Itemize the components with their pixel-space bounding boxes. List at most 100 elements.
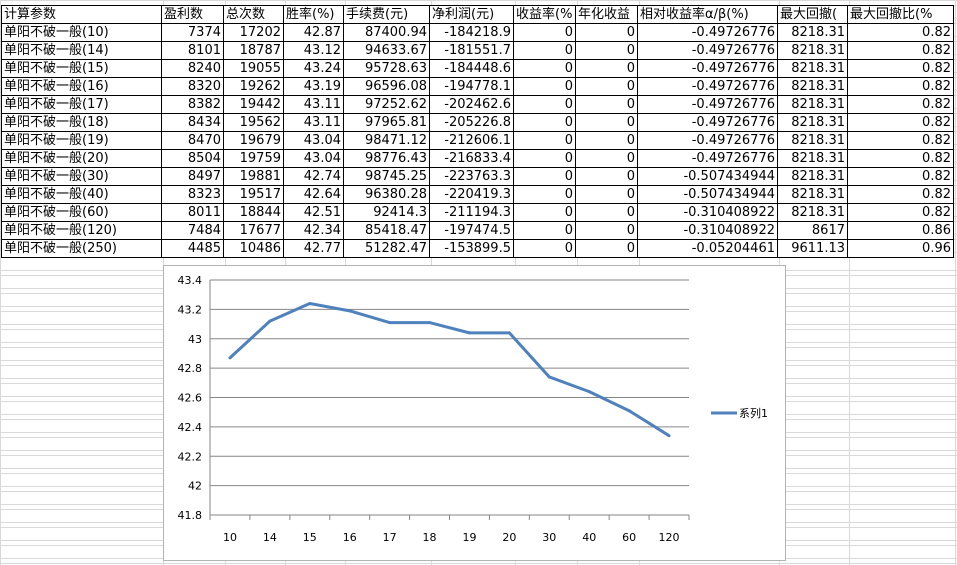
value-cell[interactable]: -0.05204461 [637,239,778,258]
column-header[interactable]: 总次数 [223,5,284,24]
value-cell[interactable]: 8617 [777,221,848,240]
value-cell[interactable]: 98745.25 [343,167,430,186]
value-cell[interactable]: -197474.5 [429,221,514,240]
param-cell[interactable]: 单阳不破一般(19) [1,131,162,150]
value-cell[interactable]: 0.82 [847,41,954,60]
value-cell[interactable]: -216833.4 [429,149,514,168]
value-cell[interactable]: 19262 [223,77,284,96]
value-cell[interactable]: 8218.31 [777,113,848,132]
value-cell[interactable]: 18787 [223,41,284,60]
value-cell[interactable]: 8218.31 [777,131,848,150]
value-cell[interactable]: 98471.12 [343,131,430,150]
value-cell[interactable]: 9611.13 [777,239,848,258]
value-cell[interactable]: 0.82 [847,185,954,204]
value-cell[interactable]: -0.49726776 [637,113,778,132]
value-cell[interactable]: 8218.31 [777,185,848,204]
value-cell[interactable]: 0 [575,203,638,222]
value-cell[interactable]: 17677 [223,221,284,240]
value-cell[interactable]: 97252.62 [343,95,430,114]
value-cell[interactable]: 0 [513,149,576,168]
value-cell[interactable]: 7484 [161,221,224,240]
column-header[interactable]: 盈利数 [161,5,224,24]
value-cell[interactable]: 8218.31 [777,41,848,60]
value-cell[interactable]: 17202 [223,23,284,42]
value-cell[interactable]: 8218.31 [777,149,848,168]
value-cell[interactable]: 0 [513,95,576,114]
value-cell[interactable]: -0.49726776 [637,77,778,96]
value-cell[interactable]: 0 [513,131,576,150]
param-cell[interactable]: 单阳不破一般(60) [1,203,162,222]
value-cell[interactable]: -220419.3 [429,185,514,204]
value-cell[interactable]: 8320 [161,77,224,96]
value-cell[interactable]: 8470 [161,131,224,150]
value-cell[interactable]: 42.74 [283,167,344,186]
value-cell[interactable]: -205226.8 [429,113,514,132]
value-cell[interactable]: 8497 [161,167,224,186]
value-cell[interactable]: 42.77 [283,239,344,258]
value-cell[interactable]: -0.49726776 [637,59,778,78]
value-cell[interactable]: 42.64 [283,185,344,204]
value-cell[interactable]: 0 [575,23,638,42]
value-cell[interactable]: -184448.6 [429,59,514,78]
value-cell[interactable]: 19517 [223,185,284,204]
value-cell[interactable]: 18844 [223,203,284,222]
value-cell[interactable]: 0 [513,77,576,96]
value-cell[interactable]: 0 [513,113,576,132]
value-cell[interactable]: -0.49726776 [637,23,778,42]
value-cell[interactable]: 0 [513,221,576,240]
value-cell[interactable]: 10486 [223,239,284,258]
column-header[interactable]: 收益率(% [513,5,576,24]
value-cell[interactable]: 0 [575,149,638,168]
value-cell[interactable]: 97965.81 [343,113,430,132]
value-cell[interactable]: -212606.1 [429,131,514,150]
value-cell[interactable]: 0 [513,59,576,78]
value-cell[interactable]: 0.96 [847,239,954,258]
value-cell[interactable]: -0.49726776 [637,131,778,150]
value-cell[interactable]: 19562 [223,113,284,132]
param-cell[interactable]: 单阳不破一般(20) [1,149,162,168]
column-header[interactable]: 计算参数 [1,5,162,24]
value-cell[interactable]: -153899.5 [429,239,514,258]
value-cell[interactable]: 0.86 [847,221,954,240]
value-cell[interactable]: 92414.3 [343,203,430,222]
value-cell[interactable]: 8218.31 [777,59,848,78]
value-cell[interactable]: 0 [513,41,576,60]
value-cell[interactable]: 8382 [161,95,224,114]
value-cell[interactable]: 4485 [161,239,224,258]
value-cell[interactable]: 96596.08 [343,77,430,96]
param-cell[interactable]: 单阳不破一般(120) [1,221,162,240]
value-cell[interactable]: 87400.94 [343,23,430,42]
value-cell[interactable]: 43.24 [283,59,344,78]
value-cell[interactable]: -0.49726776 [637,41,778,60]
value-cell[interactable]: 0 [513,185,576,204]
value-cell[interactable]: 8218.31 [777,77,848,96]
value-cell[interactable]: -211194.3 [429,203,514,222]
value-cell[interactable]: 19881 [223,167,284,186]
value-cell[interactable]: 43.11 [283,113,344,132]
value-cell[interactable]: 42.34 [283,221,344,240]
value-cell[interactable]: 43.04 [283,131,344,150]
param-cell[interactable]: 单阳不破一般(14) [1,41,162,60]
value-cell[interactable]: 0.82 [847,131,954,150]
param-cell[interactable]: 单阳不破一般(16) [1,77,162,96]
column-header[interactable]: 最大回撤( [777,5,848,24]
value-cell[interactable]: 98776.43 [343,149,430,168]
column-header[interactable]: 相对收益率α/β(%) [637,5,778,24]
value-cell[interactable]: -0.49726776 [637,149,778,168]
value-cell[interactable]: 0.82 [847,167,954,186]
value-cell[interactable]: 0 [575,59,638,78]
value-cell[interactable]: 94633.67 [343,41,430,60]
value-cell[interactable]: 85418.47 [343,221,430,240]
value-cell[interactable]: 8218.31 [777,203,848,222]
value-cell[interactable]: 0 [575,95,638,114]
value-cell[interactable]: 0 [575,77,638,96]
value-cell[interactable]: 8011 [161,203,224,222]
value-cell[interactable]: 43.12 [283,41,344,60]
value-cell[interactable]: 51282.47 [343,239,430,258]
value-cell[interactable]: -223763.3 [429,167,514,186]
column-header[interactable]: 最大回撤比(% [847,5,954,24]
value-cell[interactable]: 0.82 [847,77,954,96]
column-header[interactable]: 胜率(%) [283,5,344,24]
value-cell[interactable]: 0.82 [847,95,954,114]
value-cell[interactable]: 42.87 [283,23,344,42]
